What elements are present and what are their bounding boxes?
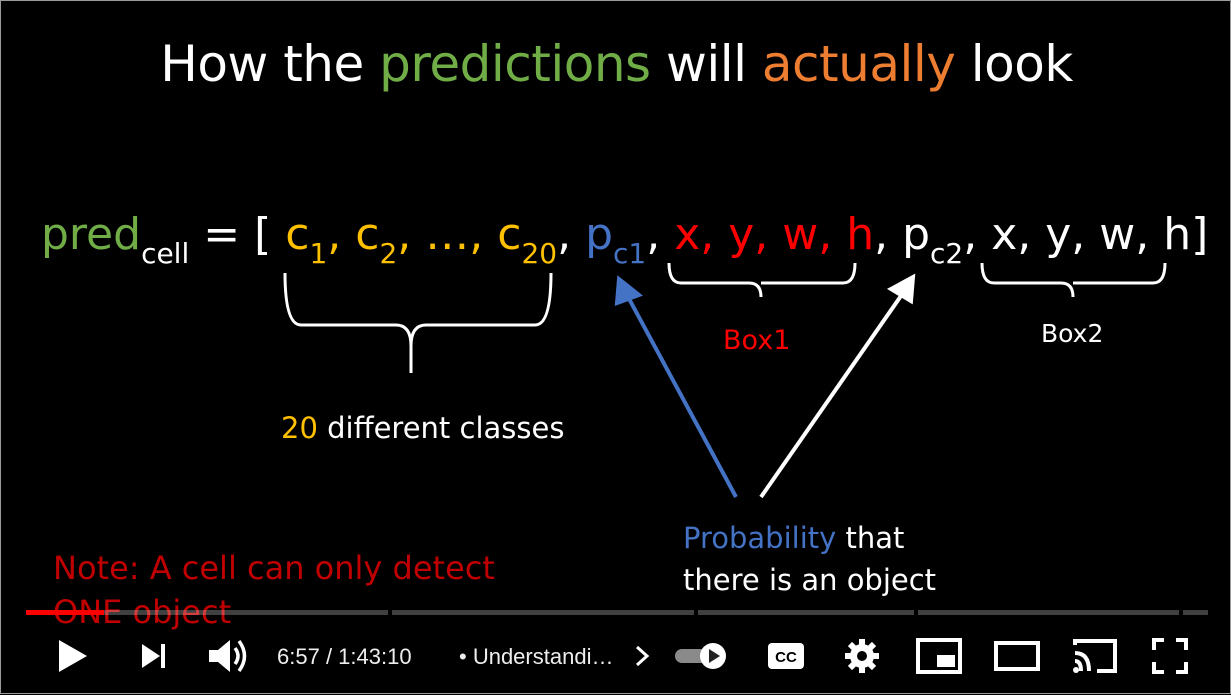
slide-title: How the predictions will actually look — [1, 35, 1231, 93]
fullscreen-icon — [1152, 638, 1188, 674]
probability-line-2: there is an object — [683, 563, 937, 597]
chapter-bullet: • — [459, 644, 467, 669]
formula-c1-sub: 1 — [309, 237, 328, 270]
fullscreen-button[interactable] — [1145, 631, 1195, 681]
title-text-1: How the — [160, 35, 380, 93]
svg-text:CC: CC — [775, 649, 797, 666]
chapter-title: Understandi… — [472, 644, 614, 669]
formula-comma-d: , — [963, 209, 992, 260]
formula-ellipsis: , …, — [397, 209, 498, 260]
classes-count: 20 — [281, 411, 318, 445]
chapter-chevron-button[interactable] — [625, 631, 659, 681]
theater-mode-icon — [994, 641, 1040, 671]
formula-comma-c: , — [874, 209, 903, 260]
classes-brace — [283, 272, 553, 373]
box1-label: Box1 — [723, 325, 791, 356]
formula-c20-sub: 20 — [521, 237, 558, 270]
next-icon — [142, 644, 165, 668]
cc-icon: CC — [768, 643, 804, 669]
play-icon — [59, 640, 87, 672]
formula-pred: pred — [41, 209, 142, 260]
settings-button[interactable] — [837, 631, 887, 681]
white-arrow — [759, 273, 916, 499]
formula-p2: p — [902, 209, 931, 260]
blue-arrow — [614, 275, 738, 498]
cast-button[interactable] — [1067, 631, 1123, 681]
note-line-1: Note: A cell can only detect — [53, 549, 495, 587]
chevron-right-icon — [635, 645, 650, 667]
formula-comma-a: , — [557, 209, 586, 260]
captions-button[interactable]: CC — [761, 631, 811, 681]
formula-eq-open: = [ — [189, 209, 286, 260]
formula-sep1: , — [327, 209, 356, 260]
time-separator: / — [319, 644, 339, 669]
autoplay-toggle[interactable] — [671, 631, 731, 681]
progress-played — [26, 610, 104, 615]
miniplayer-icon — [916, 638, 962, 674]
formula-c2: c — [355, 209, 380, 260]
classes-text: different classes — [317, 411, 565, 445]
box2-brace — [980, 262, 1167, 298]
formula-p2-sub: c2 — [930, 237, 964, 270]
miniplayer-button[interactable] — [911, 631, 967, 681]
probability-word: Probability — [683, 521, 837, 555]
probability-that: that — [836, 521, 905, 555]
chapter-segment[interactable] — [1183, 610, 1208, 615]
title-word-predictions: predictions — [379, 35, 651, 93]
time-display: 6:57 / 1:43:10 — [277, 644, 412, 670]
next-button[interactable] — [131, 631, 175, 681]
box1-brace — [667, 262, 857, 298]
chapter-segment[interactable] — [698, 610, 914, 615]
chapter-title-button[interactable]: • Understandi… — [459, 644, 613, 670]
control-bar: 6:57 / 1:43:10 • Understandi… CC — [1, 625, 1231, 687]
formula-c20: c — [497, 209, 522, 260]
formula-p1-sub: c1 — [613, 237, 647, 270]
formula-c1: c — [285, 209, 310, 260]
cast-icon — [1073, 639, 1117, 673]
prediction-formula: predcell = [ c1, c2, …, c20, pc1, x, y, … — [41, 209, 1209, 268]
box2-label: Box2 — [1041, 319, 1104, 348]
title-text-2: will — [650, 35, 762, 93]
title-text-3: look — [955, 35, 1074, 93]
formula-box1-values: x, y, w, h — [674, 209, 875, 260]
chapter-segment[interactable] — [918, 610, 1179, 615]
title-word-actually: actually — [761, 35, 956, 93]
volume-icon — [209, 639, 247, 673]
probability-line-1: Probability that — [683, 517, 936, 559]
formula-comma-b: , — [646, 209, 675, 260]
play-button[interactable] — [49, 631, 93, 681]
formula-box2-values: x, y, w, h] — [991, 209, 1209, 260]
slide-note: Note: A cell can only detect ONE object — [53, 546, 495, 634]
formula-pred-sub: cell — [141, 237, 190, 270]
theater-mode-button[interactable] — [989, 631, 1045, 681]
volume-button[interactable] — [203, 631, 253, 681]
probability-caption: Probability that there is an object — [683, 517, 936, 601]
chapter-segment[interactable] — [26, 610, 388, 615]
formula-c2-sub: 2 — [379, 237, 398, 270]
chapter-segment[interactable] — [392, 610, 694, 615]
time-total: 1:43:10 — [338, 644, 412, 669]
progress-bar[interactable] — [26, 610, 1208, 615]
classes-label: 20 different classes — [281, 411, 564, 445]
gear-icon — [845, 639, 879, 673]
time-current: 6:57 — [277, 644, 320, 669]
formula-p1: p — [585, 209, 614, 260]
autoplay-toggle-icon — [675, 643, 726, 669]
